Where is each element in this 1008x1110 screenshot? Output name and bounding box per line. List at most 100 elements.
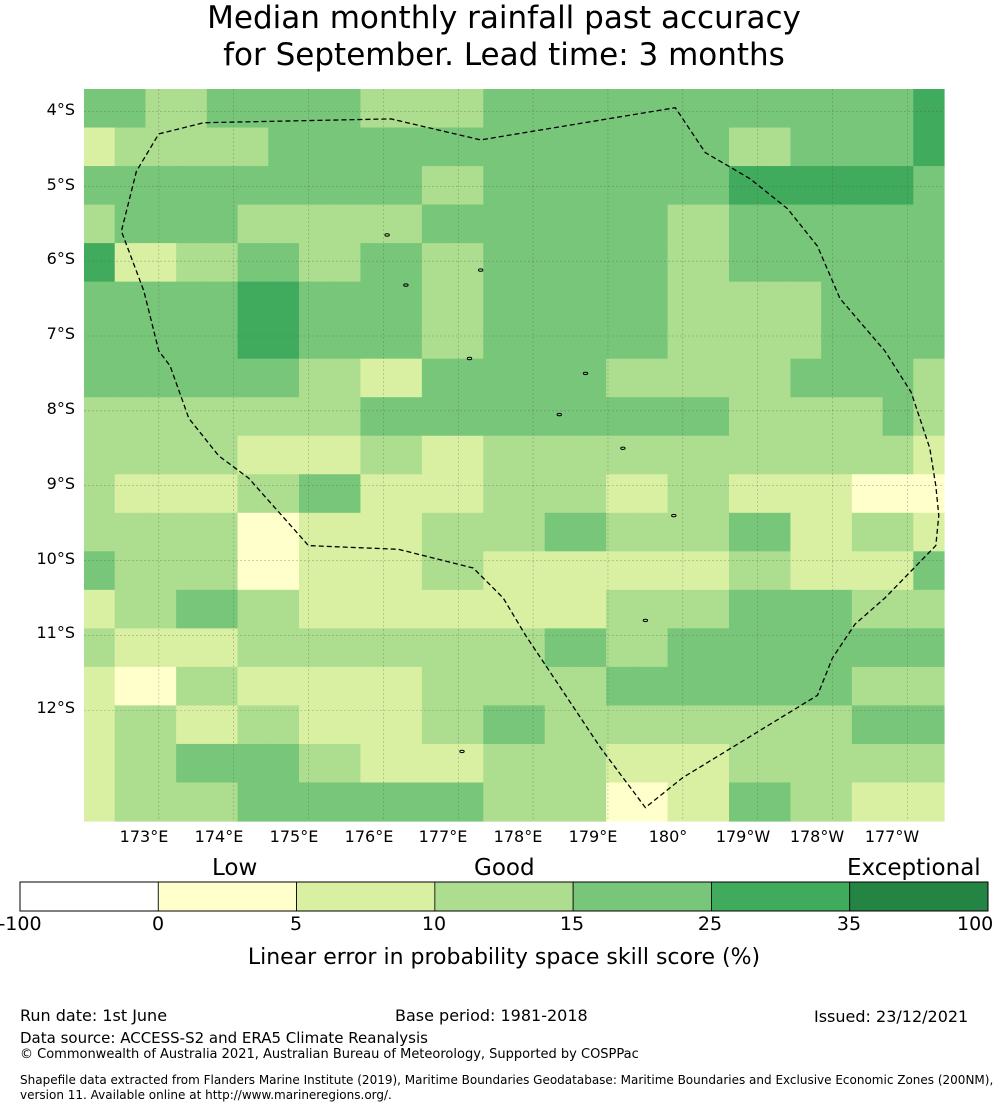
skill-cell bbox=[882, 474, 914, 514]
skill-cell bbox=[329, 743, 362, 784]
skill-cell bbox=[606, 474, 638, 514]
skill-cell bbox=[913, 243, 945, 283]
skill-cell bbox=[913, 166, 945, 206]
skill-cell bbox=[759, 281, 792, 321]
skill-cell bbox=[114, 89, 147, 129]
skill-cell bbox=[84, 782, 116, 822]
skill-cell bbox=[145, 628, 177, 668]
skill-cell bbox=[176, 782, 208, 822]
colorbar-tick-10: 10 bbox=[421, 913, 447, 935]
skill-cell bbox=[483, 358, 515, 398]
skill-cell bbox=[667, 512, 699, 552]
skill-cell bbox=[452, 705, 484, 745]
skill-cell bbox=[913, 705, 945, 745]
colorbar-label: Linear error in probability space skill … bbox=[247, 945, 761, 970]
colorbar-segment bbox=[711, 881, 851, 912]
skill-cell bbox=[821, 243, 853, 283]
skill-cell bbox=[268, 243, 300, 283]
skill-cell bbox=[176, 89, 208, 129]
skill-cell bbox=[237, 628, 269, 668]
skill-cell bbox=[913, 474, 945, 514]
skill-cell bbox=[114, 358, 147, 398]
skill-cell bbox=[299, 628, 331, 668]
skill-cell bbox=[698, 435, 730, 475]
skill-cell bbox=[667, 89, 699, 129]
skill-cell bbox=[698, 628, 730, 668]
skill-cell bbox=[483, 435, 515, 475]
map-title-line-2: for September. Lead time: 3 months bbox=[223, 37, 785, 73]
skill-cell bbox=[606, 628, 638, 668]
skill-cell bbox=[667, 589, 699, 629]
lon-label-177w: 177°W bbox=[864, 827, 920, 846]
skill-cell bbox=[360, 743, 392, 784]
skill-cell bbox=[421, 743, 454, 784]
lat-label-7s: 7°S bbox=[46, 324, 75, 343]
colorbar-tick-25: 25 bbox=[697, 913, 723, 935]
skill-cell bbox=[360, 281, 392, 321]
skill-cell bbox=[667, 127, 699, 167]
skill-cell bbox=[606, 166, 638, 206]
skill-cell bbox=[851, 320, 884, 360]
skill-cell bbox=[821, 512, 853, 552]
skill-cell bbox=[882, 628, 914, 668]
skill-cell bbox=[237, 666, 269, 707]
skill-cell bbox=[514, 474, 546, 514]
skill-cell bbox=[299, 204, 331, 244]
skill-cell bbox=[636, 589, 669, 629]
skill-cell bbox=[114, 551, 147, 591]
skill-cell bbox=[913, 89, 945, 129]
skill-cell bbox=[360, 705, 392, 745]
skill-cell bbox=[821, 628, 853, 668]
colorbar-tick-0: 0 bbox=[151, 913, 165, 935]
colorbar-frame bbox=[19, 881, 989, 912]
skill-cell bbox=[606, 89, 638, 129]
skill-cell bbox=[237, 358, 269, 398]
skill-cell bbox=[667, 204, 699, 244]
skill-cell bbox=[114, 589, 147, 629]
skill-cell bbox=[421, 281, 454, 321]
skill-cell bbox=[452, 666, 484, 707]
skill-cell bbox=[575, 782, 607, 822]
skill-cell bbox=[913, 589, 945, 629]
skill-cell bbox=[268, 551, 300, 591]
skill-cell bbox=[667, 435, 699, 475]
skill-cell bbox=[667, 166, 699, 206]
lat-label-12s: 12°S bbox=[36, 698, 75, 717]
colorbar-category-exceptional: Exceptional bbox=[847, 855, 981, 881]
island bbox=[459, 749, 465, 754]
skill-cell bbox=[114, 705, 147, 745]
skill-cell bbox=[329, 628, 362, 668]
skill-cell bbox=[606, 397, 638, 437]
skill-cell bbox=[790, 127, 822, 167]
skill-cell bbox=[84, 320, 116, 360]
map-title-line-1: Median monthly rainfall past accuracy bbox=[207, 0, 801, 36]
skill-cell bbox=[329, 705, 362, 745]
skill-cell bbox=[391, 89, 423, 129]
skill-cell bbox=[606, 243, 638, 283]
skill-cell bbox=[452, 204, 484, 244]
skill-cell bbox=[759, 666, 792, 707]
skill-cell bbox=[729, 782, 761, 822]
skill-cell bbox=[329, 166, 362, 206]
skill-cell bbox=[790, 397, 822, 437]
skill-cell bbox=[84, 743, 116, 784]
skill-cell bbox=[329, 358, 362, 398]
skill-cell bbox=[544, 204, 577, 244]
colorbar-segment bbox=[849, 881, 989, 912]
skill-cell bbox=[636, 166, 669, 206]
skill-cell bbox=[575, 166, 607, 206]
skill-cell bbox=[514, 705, 546, 745]
skill-cell bbox=[145, 743, 177, 784]
skill-cell bbox=[329, 435, 362, 475]
skill-cell bbox=[698, 243, 730, 283]
skill-cell bbox=[145, 166, 177, 206]
skill-cell bbox=[483, 320, 515, 360]
colorbar-segment bbox=[296, 881, 436, 912]
skill-cell bbox=[698, 358, 730, 398]
skill-cell bbox=[882, 166, 914, 206]
lon-label-178e: 178°E bbox=[493, 827, 543, 846]
skill-cell bbox=[145, 589, 177, 629]
skill-cell bbox=[636, 320, 669, 360]
skill-cell bbox=[544, 474, 577, 514]
skill-cell bbox=[606, 705, 638, 745]
